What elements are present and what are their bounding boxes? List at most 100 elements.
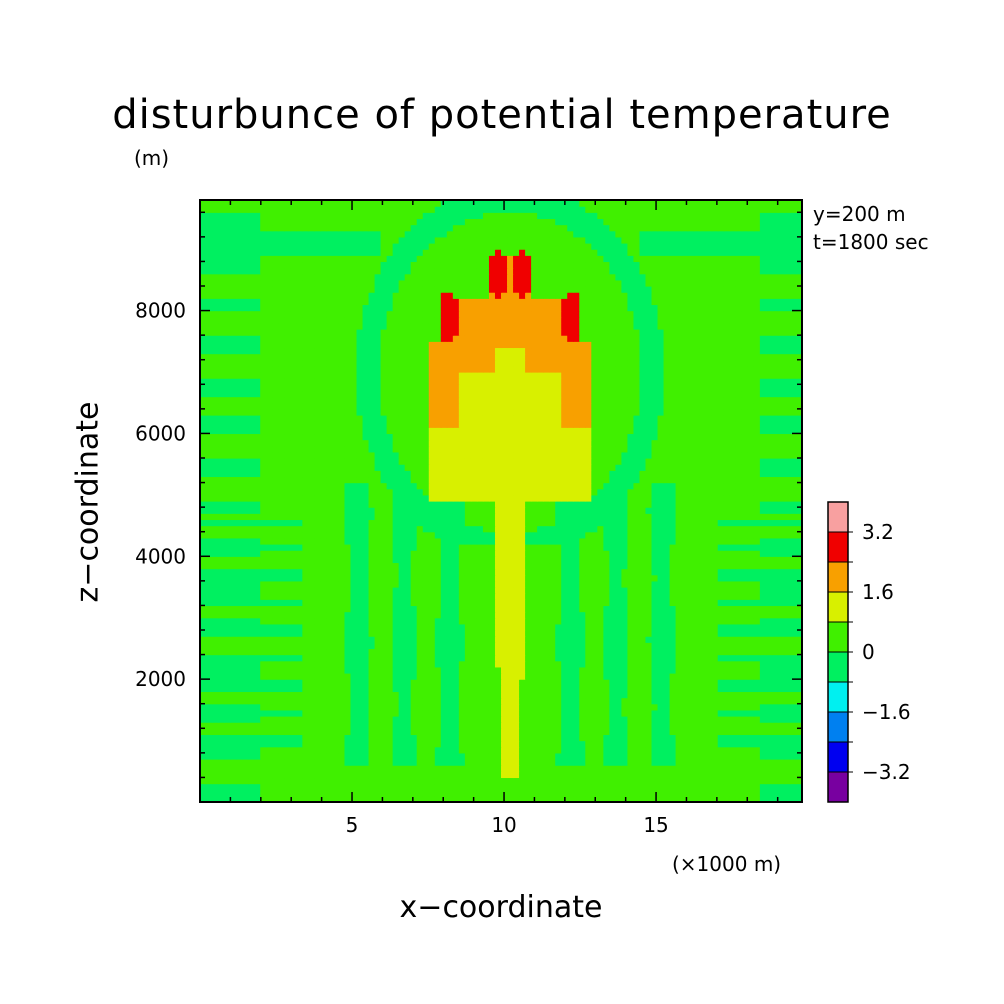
field-cell <box>597 709 604 717</box>
field-cell <box>543 648 550 656</box>
field-cell <box>711 666 719 674</box>
field-cell <box>218 636 225 643</box>
field-cell <box>338 765 346 772</box>
field-cell <box>519 501 526 508</box>
field-cell <box>470 771 478 779</box>
field-cell <box>657 556 665 564</box>
field-cell <box>392 599 400 607</box>
field-cell <box>362 685 370 693</box>
field-cell <box>681 685 689 693</box>
field-cell <box>525 642 532 650</box>
field-cell <box>603 617 610 625</box>
field-cell <box>513 666 520 674</box>
field-cell <box>200 746 207 754</box>
field-cell <box>476 494 484 502</box>
field-cell <box>470 531 478 539</box>
field-cell <box>597 513 604 521</box>
field-cell <box>699 550 707 557</box>
field-cell <box>272 623 279 631</box>
field-cell <box>302 746 309 754</box>
field-cell <box>735 574 743 582</box>
field-cell <box>771 574 779 582</box>
field-cell <box>272 685 279 693</box>
field-cell <box>645 660 653 668</box>
field-cell <box>320 771 328 779</box>
field-cell <box>501 580 508 588</box>
field-cell <box>410 765 418 772</box>
field-cell <box>284 556 291 564</box>
field-cell <box>302 740 309 748</box>
field-cell <box>627 716 635 723</box>
field-cell <box>308 666 315 674</box>
field-cell <box>206 519 213 527</box>
field-cell <box>513 537 520 545</box>
field-cell <box>314 746 321 754</box>
field-cell <box>494 709 502 717</box>
field-cell <box>561 734 568 742</box>
field-cell <box>555 777 562 785</box>
field-cell <box>440 759 448 766</box>
field-cell <box>507 623 514 631</box>
field-cell <box>657 611 665 619</box>
field-cell <box>681 789 689 797</box>
field-cell <box>290 771 297 779</box>
field-cell <box>759 759 767 766</box>
field-cell <box>338 531 346 539</box>
field-cell <box>212 494 219 502</box>
field-cell <box>410 513 418 521</box>
field-cell <box>482 648 490 656</box>
field-cell <box>242 642 249 650</box>
annotation-time: t=1800 sec <box>813 230 929 254</box>
field-cell <box>200 519 207 527</box>
field-cell <box>519 734 526 742</box>
field-cell <box>200 593 207 600</box>
field-cell <box>386 685 394 693</box>
field-cell <box>482 654 490 662</box>
field-cell <box>753 513 761 521</box>
field-cell <box>260 685 267 693</box>
field-cell <box>591 709 598 717</box>
field-cell <box>278 697 285 705</box>
field-cell <box>332 562 340 570</box>
field-cell <box>356 740 364 748</box>
field-cell <box>603 568 610 576</box>
field-cell <box>332 568 340 576</box>
field-cell <box>266 740 273 748</box>
field-cell <box>567 605 574 613</box>
field-cell <box>579 777 586 785</box>
field-cell <box>494 574 502 582</box>
field-cell <box>669 716 677 723</box>
field-cell <box>218 777 225 785</box>
field-cell <box>482 507 490 514</box>
field-cell <box>410 568 418 576</box>
field-cell <box>645 636 653 643</box>
field-cell <box>362 642 370 650</box>
field-cell <box>543 666 550 674</box>
field-cell <box>476 691 484 699</box>
field-cell <box>657 685 665 693</box>
field-cell <box>374 746 382 754</box>
field-cell <box>422 709 430 717</box>
field-cell <box>609 728 616 736</box>
field-cell <box>741 703 749 711</box>
field-cell <box>771 544 779 551</box>
field-cell <box>494 654 502 662</box>
field-cell <box>513 580 520 588</box>
field-cell <box>212 636 219 643</box>
field-cell <box>326 746 334 754</box>
field-cell <box>687 587 695 594</box>
field-cell <box>296 709 303 717</box>
field-cell <box>272 759 279 766</box>
field-cell <box>254 759 261 766</box>
field-cell <box>549 679 556 686</box>
field-cell <box>272 574 279 582</box>
field-cell <box>470 777 478 785</box>
field-cell <box>537 765 544 772</box>
field-cell <box>260 556 267 564</box>
field-cell <box>603 587 610 594</box>
field-cell <box>230 494 237 502</box>
field-cell <box>735 660 743 668</box>
field-cell <box>440 544 448 551</box>
field-cell <box>705 709 713 717</box>
field-cell <box>519 685 526 693</box>
